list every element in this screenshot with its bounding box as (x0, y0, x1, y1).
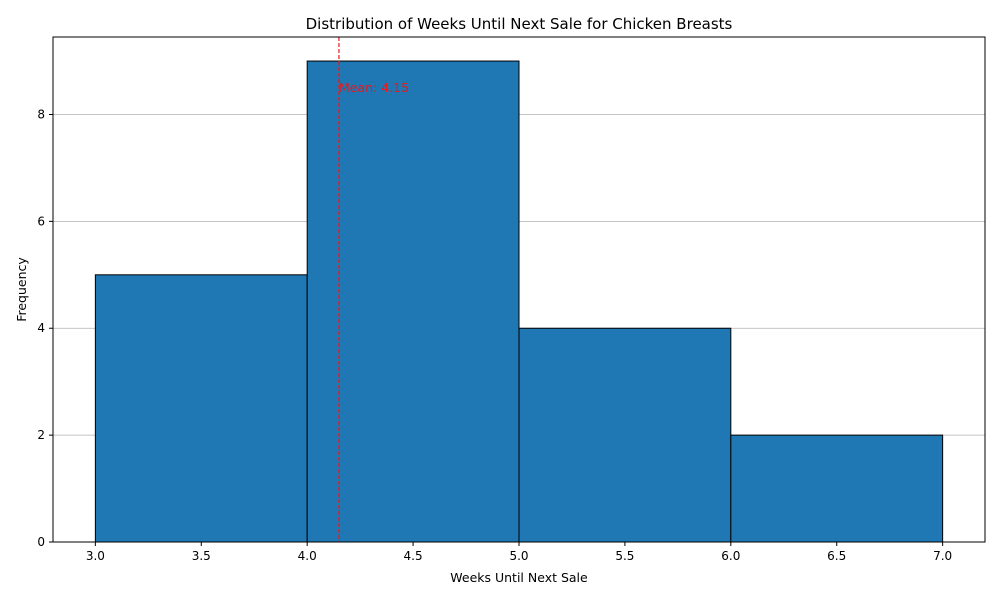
mean-indicator: Mean: 4.15 (338, 37, 409, 542)
x-tick-label: 6.5 (827, 549, 846, 563)
mean-label: Mean: 4.15 (339, 80, 409, 95)
x-tick-label: 3.0 (86, 549, 105, 563)
x-axis-label: Weeks Until Next Sale (450, 570, 588, 585)
x-tick-label: 6.0 (721, 549, 740, 563)
y-tick-label: 2 (37, 428, 45, 442)
y-tick-label: 0 (37, 535, 45, 549)
x-axis-ticks: 3.0 3.5 4.0 4.5 5.0 5.5 6.0 6.5 7.0 (86, 542, 952, 563)
histogram-bar (730, 434, 944, 543)
chart-title: Distribution of Weeks Until Next Sale fo… (306, 15, 733, 33)
x-tick-label: 4.5 (404, 549, 423, 563)
y-axis-ticks: 0 2 4 6 8 (37, 107, 53, 549)
x-tick-label: 5.5 (615, 549, 634, 563)
x-tick-label: 5.0 (509, 549, 528, 563)
x-tick-label: 7.0 (933, 549, 952, 563)
y-tick-label: 6 (37, 214, 45, 228)
histogram-bars (94, 60, 944, 543)
y-axis-label: Frequency (14, 257, 29, 322)
y-tick-label: 8 (37, 107, 45, 121)
histogram-bar (518, 327, 732, 543)
y-tick-label: 4 (37, 321, 45, 335)
x-tick-label: 4.0 (298, 549, 317, 563)
x-tick-label: 3.5 (192, 549, 211, 563)
histogram-bar (94, 274, 308, 543)
histogram-bar (306, 60, 520, 543)
